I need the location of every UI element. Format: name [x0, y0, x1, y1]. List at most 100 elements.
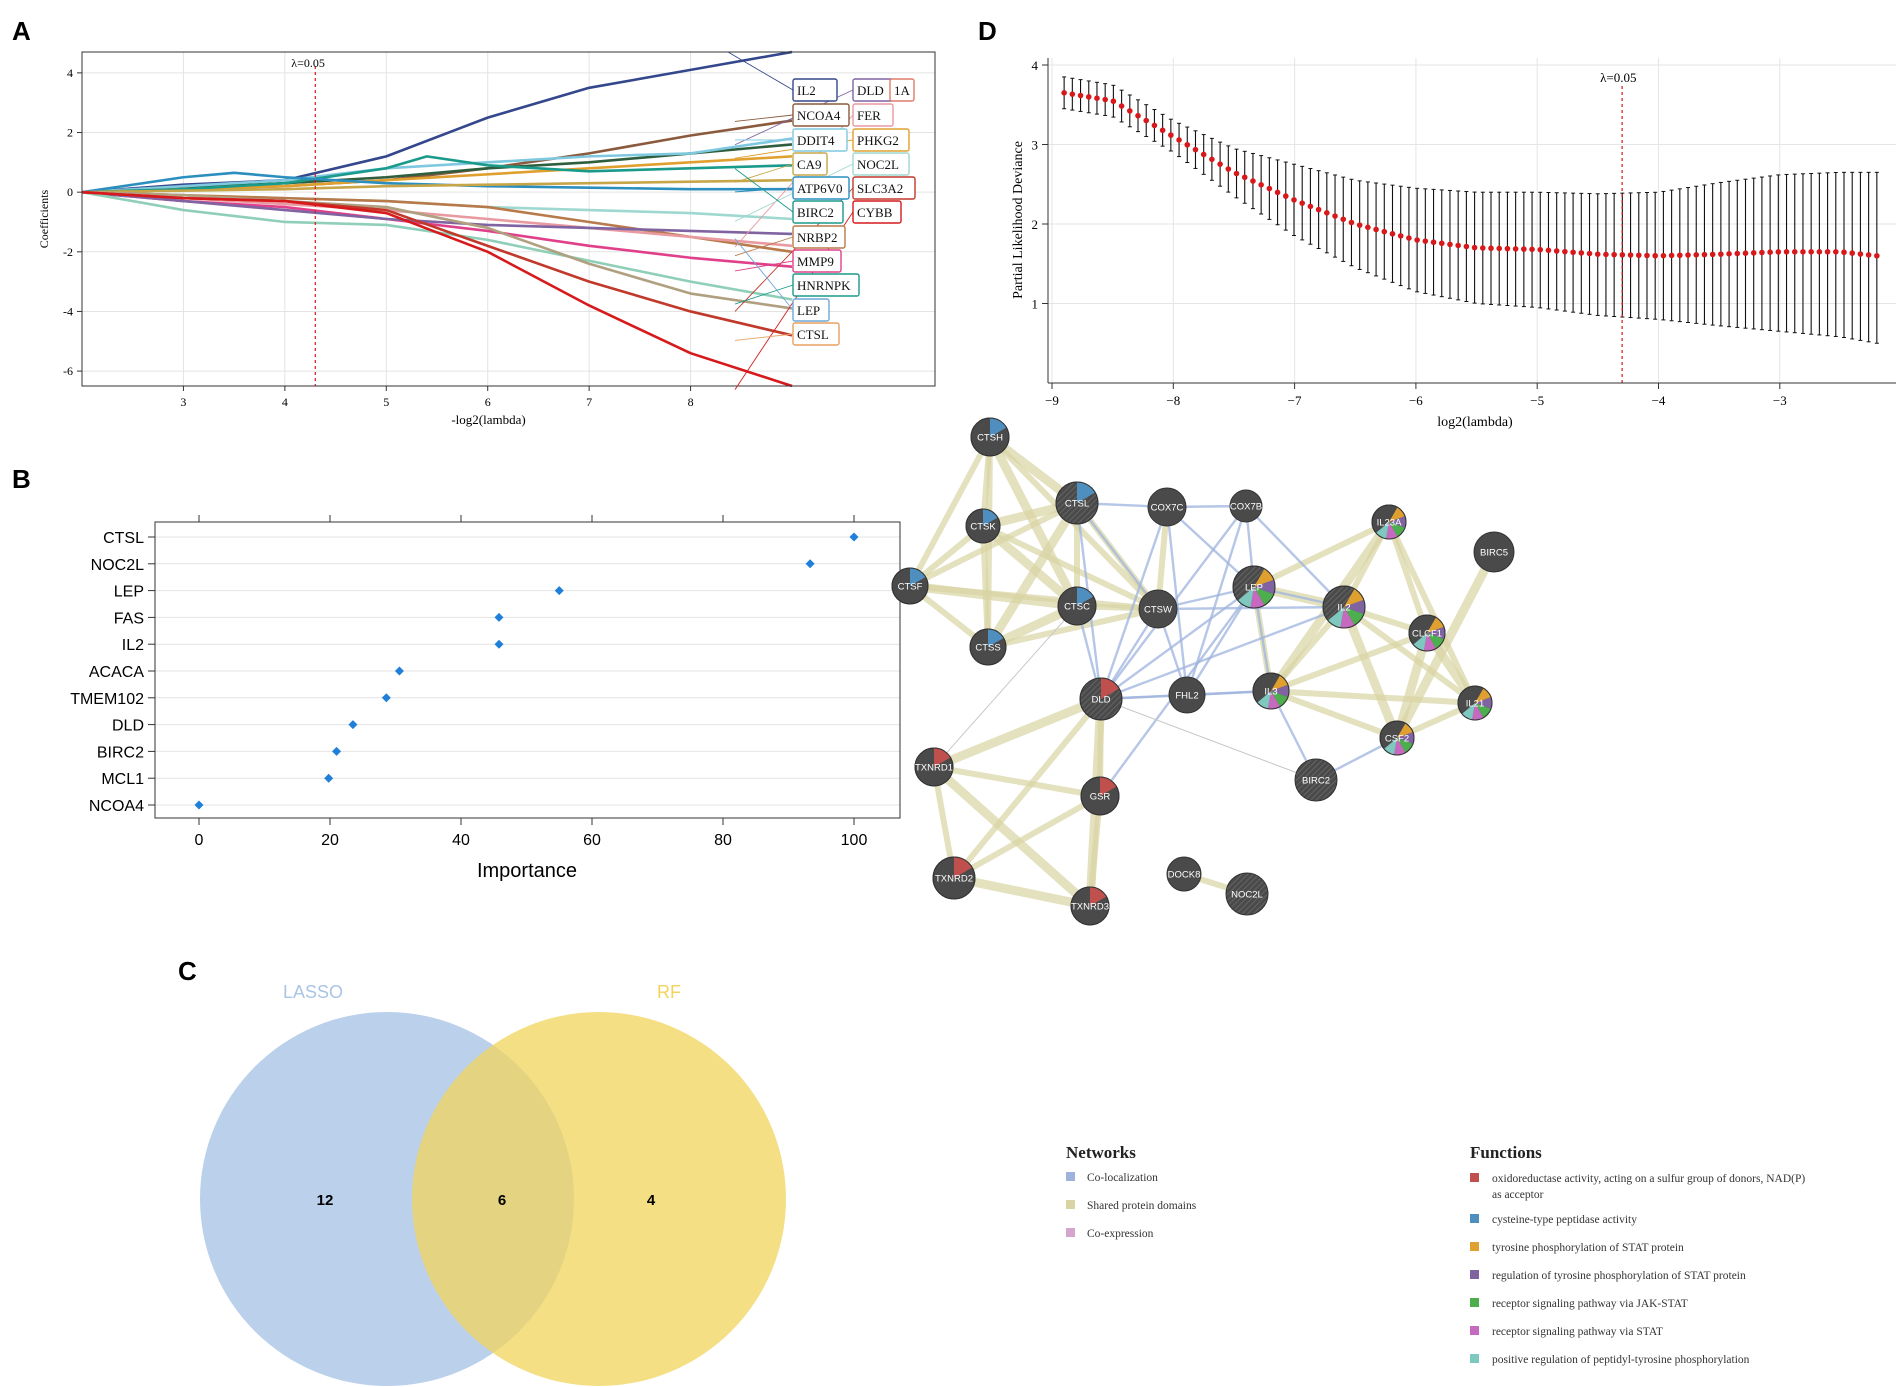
cv-point-42	[1406, 235, 1412, 241]
rf-xtick-label-100: 100	[841, 832, 868, 849]
network-node-circle-cox7b	[1229, 489, 1263, 523]
cv-point-60	[1553, 248, 1560, 254]
network-node-gsr: GSR	[1080, 776, 1120, 816]
network-node-label-il23a: IL23A	[1377, 518, 1402, 529]
lasso-label-text-dld: DLD	[857, 83, 884, 98]
cv-point-88	[1783, 249, 1790, 255]
rf-category-label-birc2: BIRC2	[97, 744, 144, 761]
cv-point-31	[1315, 206, 1322, 213]
network-node-ring-ctsh	[970, 417, 1010, 457]
rf-gridlines	[155, 536, 900, 806]
lasso-label-box-fer	[852, 103, 894, 127]
network-node-circle-dock8	[1166, 856, 1202, 892]
network-node-slice-il21-3	[1472, 703, 1484, 721]
rf-point-birc2	[332, 746, 342, 756]
network-node-label-il2: IL2	[1337, 603, 1350, 614]
lasso-leader-ncoa4	[734, 114, 794, 122]
cv-xlabel: log2(lambda)	[1437, 415, 1513, 430]
lasso-label-box-phkg2	[852, 128, 910, 152]
cv-point-46	[1438, 240, 1445, 247]
network-node-circle-ctsw	[1138, 589, 1178, 629]
lasso-xtick-label-7: 7	[586, 395, 592, 409]
network-node-label-il21: IL21	[1466, 699, 1485, 710]
panel-label-d: D	[978, 16, 997, 46]
cv-point-40	[1389, 230, 1396, 237]
legend-functions-list: oxidoreductase activity, acting on a sul…	[1470, 1173, 1805, 1366]
cv-point-59	[1545, 247, 1552, 254]
lasso-label-text-ncoa4: NCOA4	[797, 108, 841, 123]
panel-label-a: A	[12, 16, 31, 46]
rf-category-label-il2: IL2	[122, 637, 144, 654]
venn-label-rf: RF	[657, 982, 681, 1002]
cv-point-56	[1521, 246, 1527, 252]
cv-point-57	[1529, 246, 1535, 253]
cv-point-1	[1069, 91, 1076, 97]
cv-point-69	[1627, 252, 1634, 258]
lasso-label-text-ca9: CA9	[797, 157, 822, 172]
network-node-label-ctsw: CTSW	[1144, 605, 1172, 616]
venn-diagram: LASSO RF 12 6 4	[200, 982, 786, 1386]
network-node-slice-lep-0	[1254, 568, 1274, 587]
lasso-ytick-label--2: -2	[63, 245, 73, 259]
cv-point-84	[1750, 250, 1757, 256]
rf-frame	[154, 521, 901, 819]
legend-function-label-3-0: regulation of tyrosine phosphorylation o…	[1492, 1270, 1746, 1282]
cv-point-86	[1767, 249, 1773, 256]
legend-network-label-2: Co-expression	[1087, 1228, 1154, 1240]
network-node-slice-il2-3	[1340, 607, 1355, 628]
cv-ytick-label-1: 1	[1032, 297, 1039, 312]
cv-point-43	[1414, 237, 1420, 243]
cv-point-48	[1455, 242, 1461, 249]
lasso-leader-ctsl	[734, 333, 794, 341]
cv-point-77	[1693, 252, 1700, 258]
cv-point-65	[1594, 251, 1601, 258]
cv-point-91	[1808, 249, 1814, 255]
lasso-label-box-ca9	[792, 152, 828, 176]
lasso-line-cybb	[81, 190, 793, 388]
network-node-ctsh: CTSH	[970, 417, 1010, 457]
lasso-label-box-atp6v0	[792, 176, 850, 200]
network-edge-coloc-cox7b-il2	[1245, 505, 1345, 608]
lasso-xtick-label-5: 5	[383, 395, 389, 409]
legend-network-swatch-1	[1066, 1200, 1075, 1209]
cv-point-53	[1496, 245, 1503, 252]
network-node-slice-clcf1-3	[1423, 633, 1436, 652]
rf-point-fas	[494, 612, 504, 622]
cv-point-25	[1266, 185, 1273, 192]
cv-point-66	[1603, 251, 1609, 258]
network-node-label-clcf1: CLCF1	[1412, 629, 1442, 640]
cv-point-22	[1241, 174, 1248, 181]
cv-point-98	[1865, 252, 1872, 258]
cv-xtick-label--7: −7	[1288, 393, 1302, 408]
network-node-label-ctss: CTSS	[975, 643, 1000, 654]
cv-point-39	[1381, 228, 1388, 235]
network-node-ring-clcf1	[1408, 614, 1446, 652]
network-node-label-gsr: GSR	[1090, 792, 1111, 803]
network-node-slice-il21-0	[1475, 688, 1491, 703]
cv-point-3	[1085, 94, 1092, 100]
legend-function-swatch-5	[1470, 1326, 1479, 1335]
network-node-slice-il23a-4	[1375, 522, 1389, 539]
network-node-circle-birc2	[1294, 758, 1338, 802]
network-node-slice-lep-1	[1254, 579, 1275, 595]
cv-point-52	[1488, 245, 1494, 252]
network-edge-coloc-il2-dld	[1100, 605, 1345, 701]
cv-point-62	[1570, 249, 1576, 256]
lasso-line-slc3a2	[81, 190, 793, 310]
cv-point-20	[1225, 166, 1232, 172]
network-node-circle-fhl2	[1168, 676, 1206, 714]
network-node-ctss: CTSS	[969, 628, 1007, 666]
network-edge-shared-ctsk-ctsc	[978, 521, 1082, 611]
network-node-label-ctsh: CTSH	[977, 433, 1003, 444]
cv-point-63	[1578, 250, 1585, 256]
network-node-label-cox7b: COX7B	[1230, 502, 1262, 513]
cv-point-26	[1274, 189, 1281, 196]
network-node-birc2: BIRC2	[1294, 758, 1338, 802]
network-node-fhl2: FHL2	[1168, 676, 1206, 714]
cv-point-19	[1217, 161, 1223, 167]
cv-point-13	[1168, 132, 1174, 138]
rf-xtick-label-40: 40	[452, 832, 470, 849]
network-node-slice-il3-0	[1271, 675, 1288, 691]
network-edge-shared-birc5-csf2	[1392, 547, 1499, 743]
